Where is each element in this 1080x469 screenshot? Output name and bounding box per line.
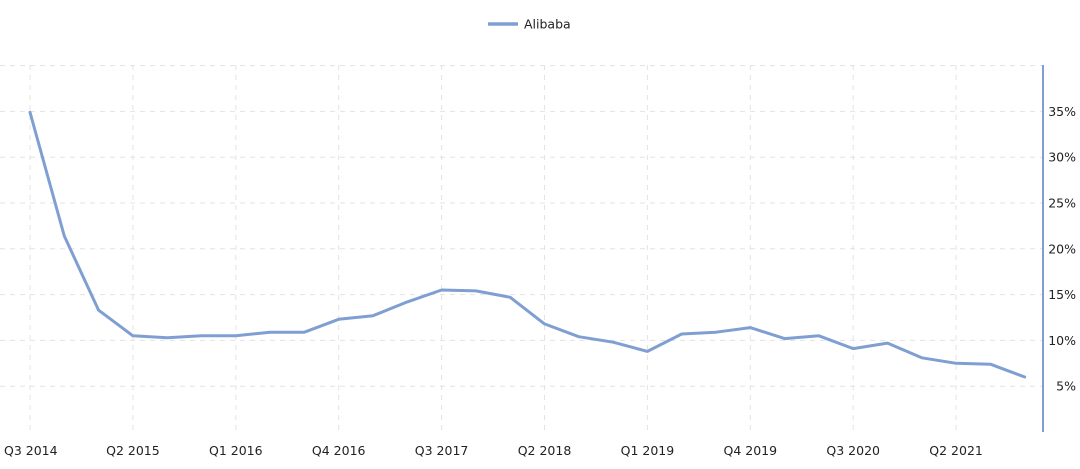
y-axis-ticks: 5% 10% 15% 20% 25% 30% 35% [1048,104,1076,394]
x-tick-label: Q1 2016 [209,443,263,458]
x-tick-label: Q2 2021 [929,443,983,458]
x-tick-label: Q4 2016 [312,443,366,458]
y-tick-label: 25% [1048,196,1076,211]
x-tick-label: Q2 2018 [518,443,572,458]
y-tick-label: 5% [1056,379,1076,394]
x-tick-label: Q3 2020 [826,443,880,458]
y-tick-label: 35% [1048,104,1076,119]
y-tick-label: 20% [1048,241,1076,256]
y-tick-label: 10% [1048,333,1076,348]
series-line-alibaba[interactable] [28,110,1027,379]
vertical-gridlines [29,65,957,432]
legend-label-alibaba: Alibaba [524,17,571,32]
x-tick-label: Q1 2019 [621,443,675,458]
legend[interactable]: Alibaba [488,17,571,32]
horizontal-gridlines [0,65,1043,387]
x-tick-label: Q3 2017 [415,443,469,458]
y-tick-label: 30% [1048,150,1076,165]
x-tick-label: Q2 2015 [106,443,160,458]
y-tick-label: 15% [1048,287,1076,302]
x-tick-label: Q3 2014 [4,443,58,458]
x-tick-label: Q4 2019 [724,443,778,458]
x-axis-ticks: Q3 2014 Q2 2015 Q1 2016 Q4 2016 Q3 2017 Q2 20… [4,443,983,458]
series-layer [28,110,1027,379]
